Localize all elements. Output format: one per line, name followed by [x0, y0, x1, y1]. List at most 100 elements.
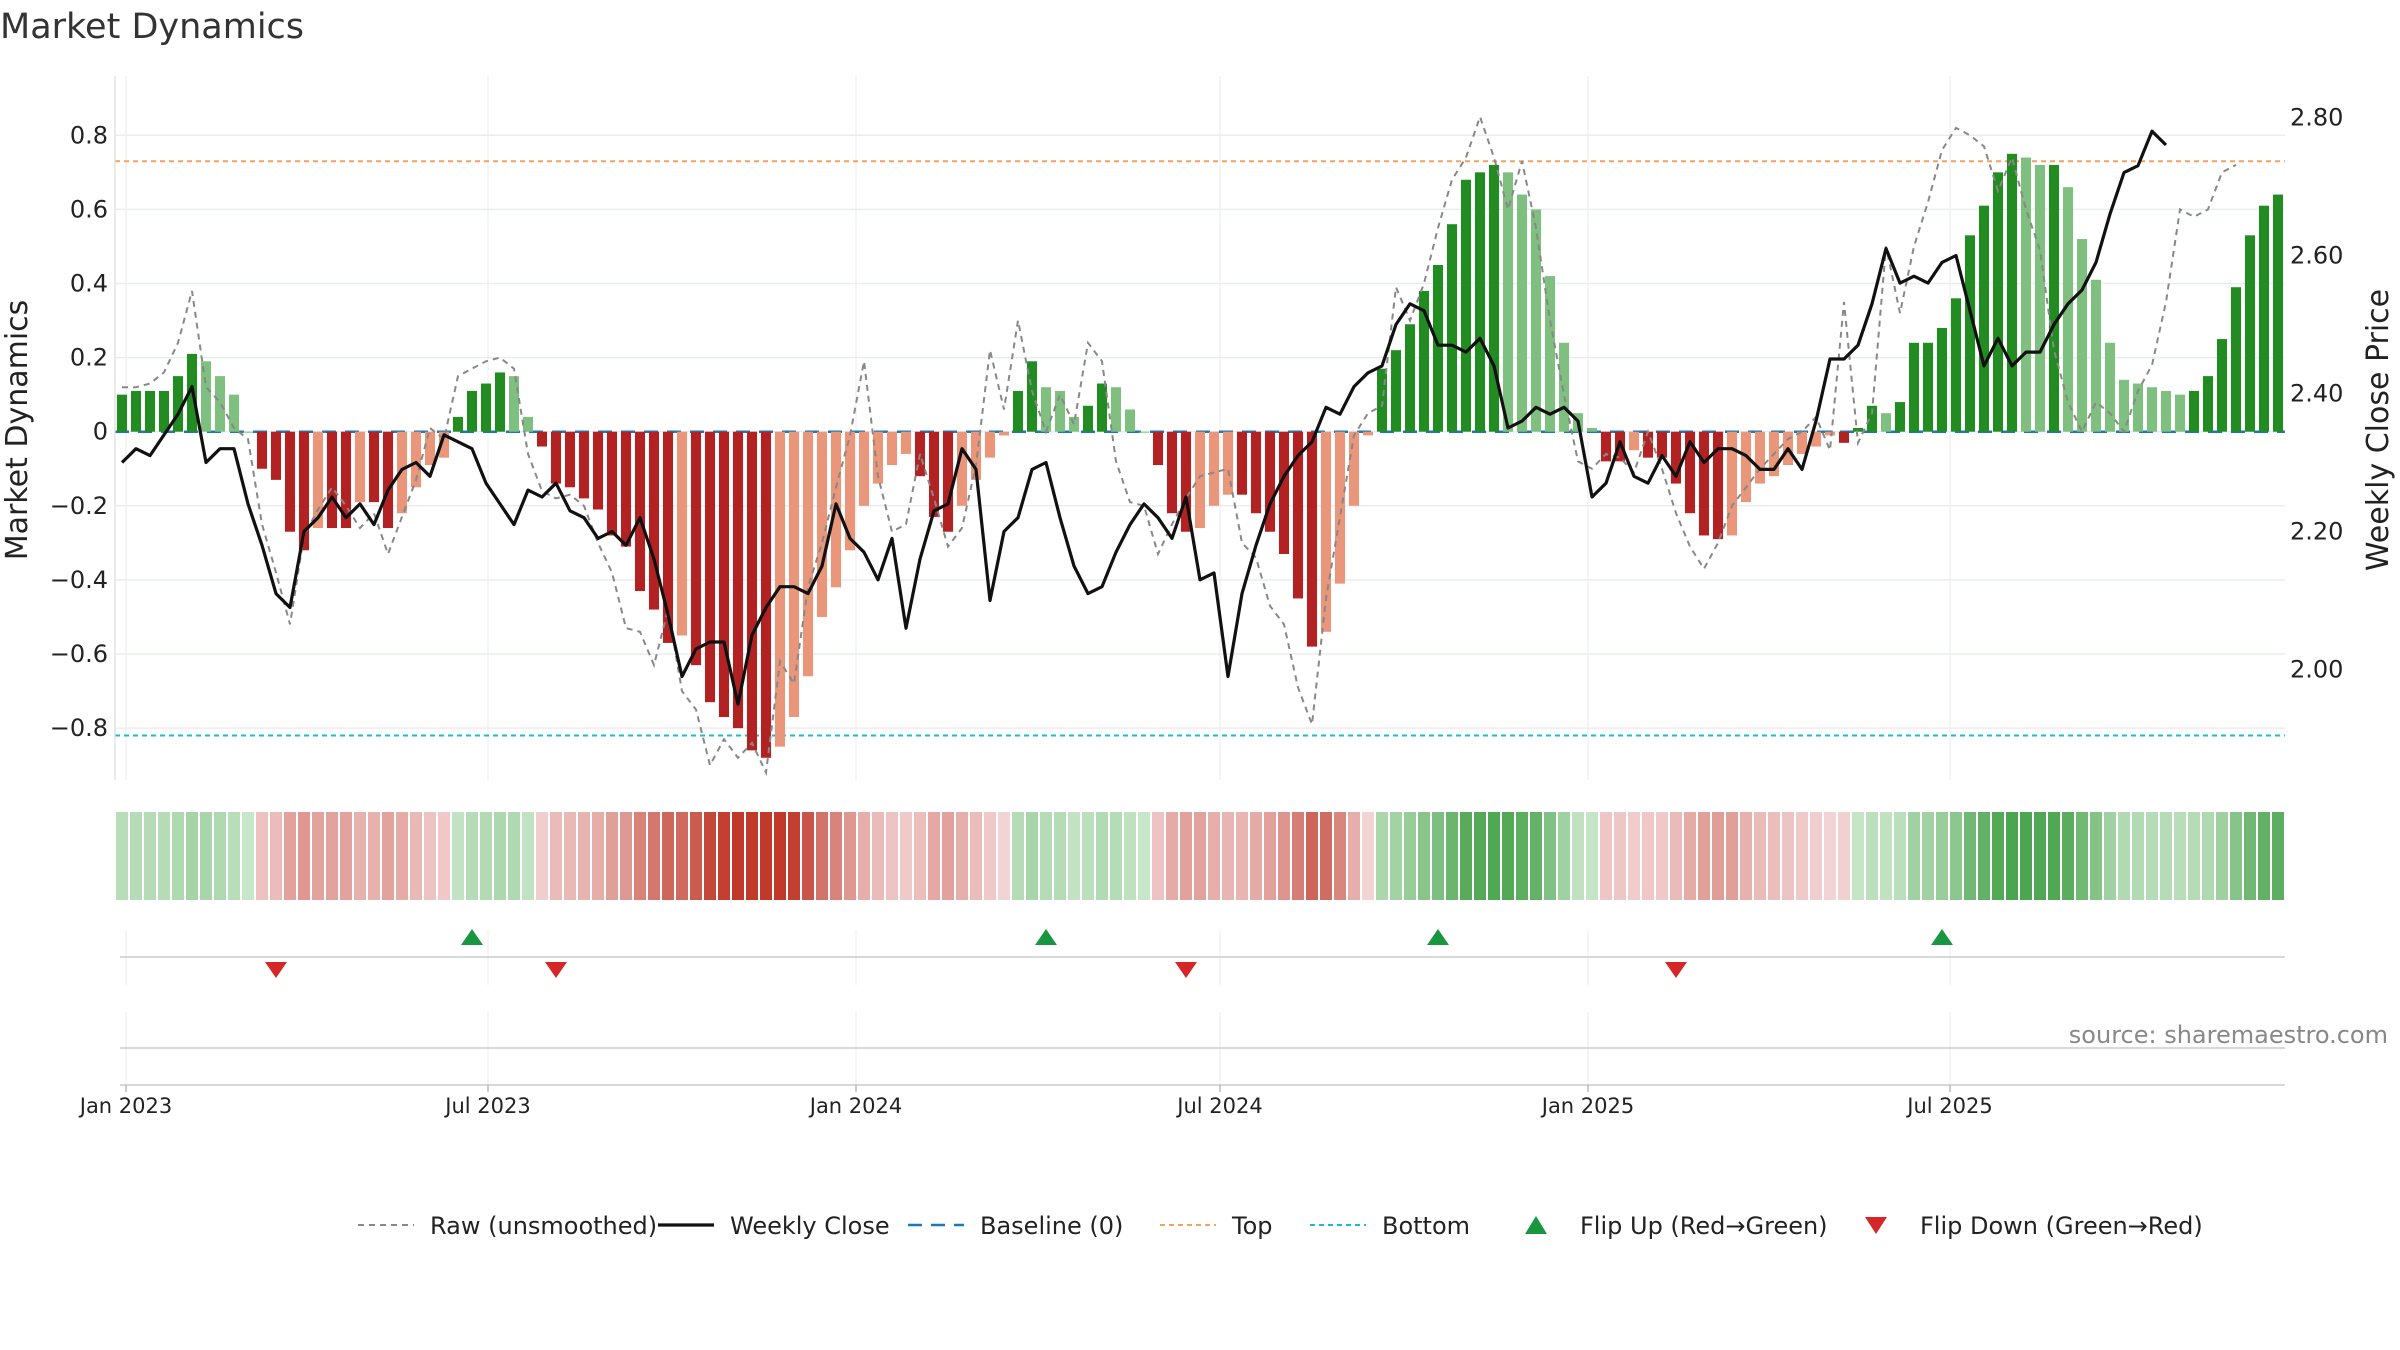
regime-cell [592, 812, 604, 900]
y-tick-label: −0.2 [50, 492, 108, 520]
md-bar [1712, 431, 1724, 540]
regime-cell [1250, 812, 1262, 900]
md-bar [2146, 387, 2158, 432]
regime-cell [242, 812, 254, 900]
regime-cell [1740, 812, 1752, 900]
md-bar [760, 431, 772, 758]
md-bar [354, 431, 366, 503]
regime-cell [2062, 812, 2074, 900]
regime-cell [914, 812, 926, 900]
md-bar [1838, 431, 1850, 443]
regime-cell [1992, 812, 2004, 900]
regime-cell [830, 812, 842, 900]
market-dynamics-bars [116, 153, 2284, 758]
regime-cell [1040, 812, 1052, 900]
regime-cell [746, 812, 758, 900]
md-bar [1502, 172, 1514, 432]
regime-cell [214, 812, 226, 900]
md-bar [298, 431, 310, 551]
md-bar [648, 431, 660, 610]
md-bar [242, 431, 254, 433]
flip-down-marker [545, 962, 567, 978]
md-bar [200, 361, 212, 432]
md-bar [1362, 431, 1374, 436]
md-bar [326, 431, 338, 529]
md-bar [1082, 405, 1094, 432]
regime-cell [1642, 812, 1654, 900]
regime-cell [1726, 812, 1738, 900]
md-bar [802, 431, 814, 677]
regime-cell [760, 812, 772, 900]
regime-cell [676, 812, 688, 900]
regime-cell [1306, 812, 1318, 900]
y-tick-label: 0 [93, 418, 108, 446]
md-bar [1488, 164, 1500, 432]
regime-cell [816, 812, 828, 900]
md-bar [172, 376, 184, 432]
regime-cell [1194, 812, 1206, 900]
md-bar [1544, 276, 1556, 432]
regime-cell [452, 812, 464, 900]
md-bar [1628, 431, 1640, 451]
regime-cell [466, 812, 478, 900]
regime-cell [802, 812, 814, 900]
md-bar [1418, 290, 1430, 432]
regime-cell [1936, 812, 1948, 900]
md-bar [1978, 205, 1990, 432]
regime-cell [1600, 812, 1612, 900]
regime-cell [1502, 812, 1514, 900]
regime-cell [1810, 812, 1822, 900]
regime-cell [2258, 812, 2270, 900]
regime-cell [116, 812, 128, 900]
regime-cell [480, 812, 492, 900]
regime-cell [1362, 812, 1374, 900]
y-tick-label: 0.8 [70, 121, 108, 149]
md-bar [2202, 376, 2214, 432]
md-bar [1432, 264, 1444, 432]
md-bar [368, 431, 380, 503]
regime-cell [2272, 812, 2284, 900]
y2-tick-label: 2.00 [2290, 656, 2343, 684]
md-bar [1460, 179, 1472, 432]
regime-cell [900, 812, 912, 900]
md-bar [1012, 390, 1024, 432]
regime-cell [1852, 812, 1864, 900]
regime-cell [1124, 812, 1136, 900]
md-bar [1586, 428, 1598, 432]
legend-label: Baseline (0) [980, 1212, 1123, 1240]
md-bar [564, 431, 576, 488]
md-bar [578, 431, 590, 499]
md-bar [1810, 431, 1822, 447]
md-bar [998, 431, 1010, 436]
md-bar [2090, 279, 2102, 432]
legend-label: Bottom [1382, 1212, 1470, 1240]
y-axis-label: Market Dynamics [0, 300, 35, 561]
md-bar [1166, 431, 1178, 514]
flip-down-marker [265, 962, 287, 978]
x-tick-label: Jul 2023 [443, 1094, 530, 1118]
md-bar [1796, 431, 1808, 454]
regime-cell [1964, 812, 1976, 900]
y2-tick-label: 2.40 [2290, 379, 2343, 407]
regime-cell [620, 812, 632, 900]
regime-cell [1628, 812, 1640, 900]
regime-cell [2020, 812, 2032, 900]
md-bar [382, 431, 394, 529]
regime-cell [1656, 812, 1668, 900]
weekly-close-line [120, 129, 2168, 706]
regime-cell [1418, 812, 1430, 900]
regime-cell [130, 812, 142, 900]
regime-cell [172, 812, 184, 900]
regime-cell [1866, 812, 1878, 900]
regime-cell [662, 812, 674, 900]
md-bar [480, 383, 492, 432]
regime-cell [1068, 812, 1080, 900]
regime-cell [144, 812, 156, 900]
md-bar [704, 431, 716, 703]
md-bar [844, 431, 856, 551]
md-bar [522, 416, 534, 432]
md-bar [452, 416, 464, 432]
md-bar [228, 394, 240, 432]
regime-cell [2230, 812, 2242, 900]
